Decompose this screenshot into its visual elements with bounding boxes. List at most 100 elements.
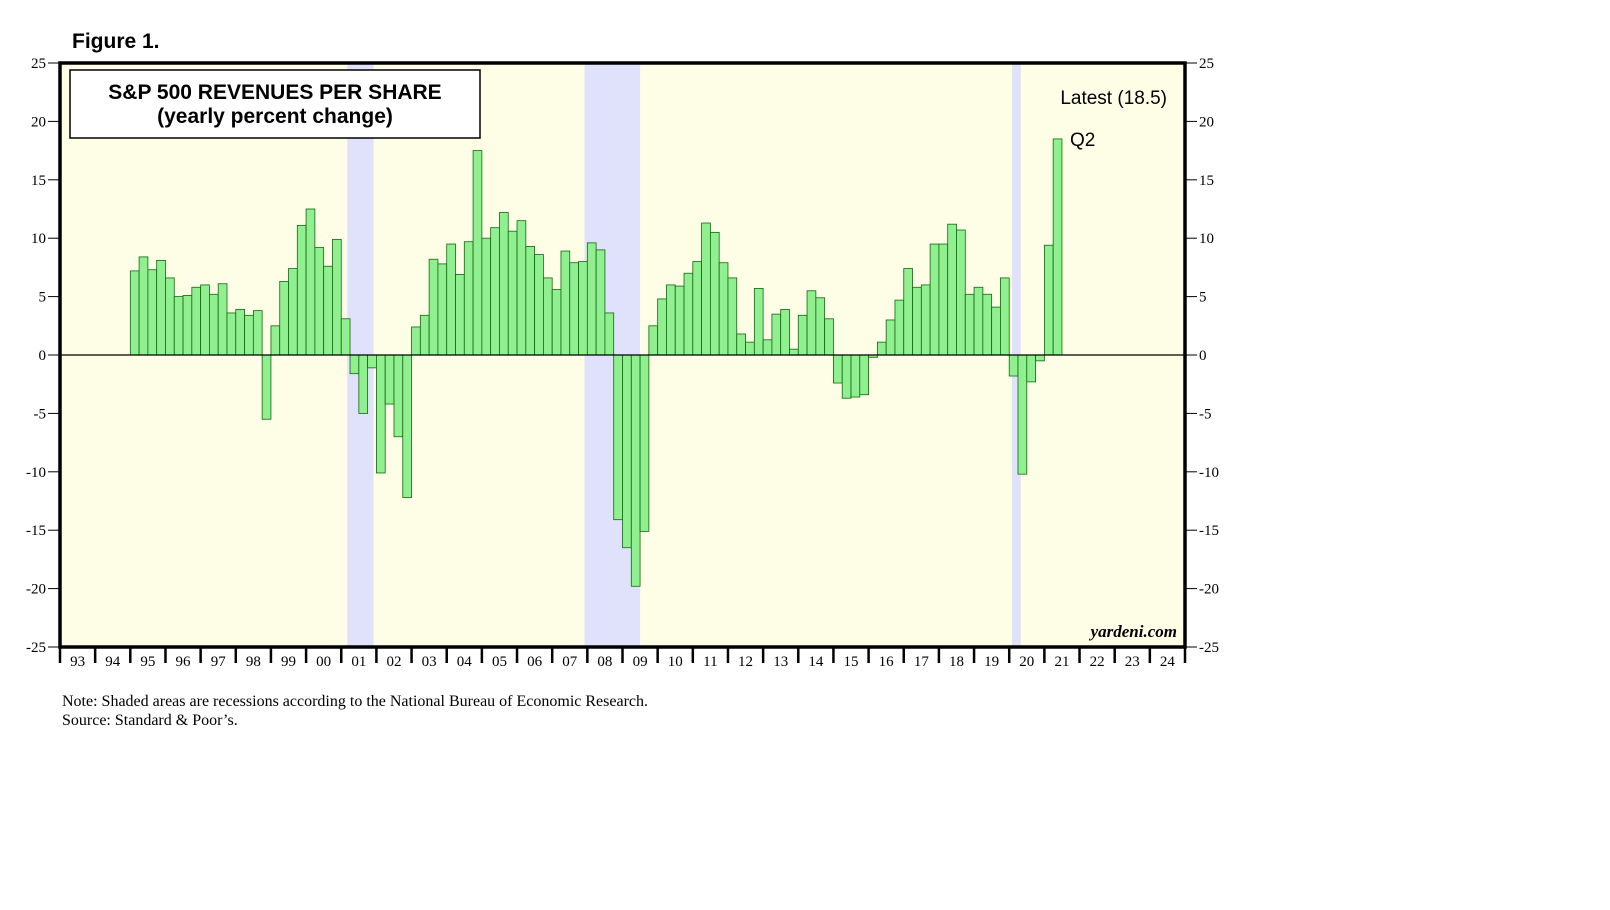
bar <box>376 354 386 474</box>
y-tick-label: 15 <box>31 173 46 189</box>
bar <box>956 229 966 356</box>
bar <box>560 250 571 356</box>
x-tick-label: 10 <box>668 654 683 670</box>
bar <box>718 262 729 356</box>
bar <box>525 245 536 356</box>
x-tick-label: 01 <box>351 654 366 670</box>
bar <box>622 354 632 549</box>
bar <box>516 220 527 356</box>
bar <box>1000 277 1010 356</box>
bar <box>323 265 333 356</box>
bar <box>815 297 826 356</box>
bar <box>833 354 843 384</box>
bar <box>850 354 861 398</box>
bar <box>542 277 553 356</box>
bar <box>244 314 254 356</box>
bar <box>578 261 588 356</box>
source-watermark: yardeni.com <box>1089 622 1177 641</box>
chart-title: S&P 500 REVENUES PER SHARE <box>108 81 441 104</box>
bar <box>1017 354 1028 475</box>
bar <box>666 284 676 356</box>
y-tick-label: -20 <box>1199 582 1219 598</box>
bar <box>173 296 184 356</box>
bar <box>569 262 579 356</box>
bar <box>797 314 808 356</box>
bar <box>437 263 448 356</box>
x-tick-label: 95 <box>140 654 155 670</box>
y-tick-label: 5 <box>1199 290 1207 306</box>
bar <box>701 222 711 356</box>
bar <box>463 241 474 356</box>
bar <box>639 354 650 532</box>
bar <box>613 354 623 521</box>
y-axis-right: 25 20 15 10 5 0 -5 -10 -15 -20 -25 <box>1185 56 1219 656</box>
x-tick-label: 24 <box>1160 654 1176 670</box>
bar <box>648 325 659 356</box>
bar <box>894 299 905 356</box>
x-tick-label: 21 <box>1054 654 1069 670</box>
x-tick-label: 19 <box>984 654 999 670</box>
x-tick-label: 00 <box>316 654 331 670</box>
bar <box>358 354 369 414</box>
bar <box>200 284 210 356</box>
x-tick-label: 94 <box>105 654 121 670</box>
bar <box>490 227 500 356</box>
bar <box>859 354 869 396</box>
bar <box>402 354 412 498</box>
x-tick-label: 07 <box>562 654 578 670</box>
bar <box>920 284 931 356</box>
bar <box>709 231 720 356</box>
x-tick-label: 09 <box>633 654 648 670</box>
bar <box>595 249 606 356</box>
x-tick-label: 93 <box>70 654 85 670</box>
x-tick-label: 05 <box>492 654 507 670</box>
bar <box>534 254 544 356</box>
bar <box>586 242 597 356</box>
bar <box>129 270 140 356</box>
y-tick-label: -5 <box>1199 406 1212 422</box>
bar <box>1008 354 1019 377</box>
bar <box>411 326 421 356</box>
bar <box>252 310 263 356</box>
bar <box>947 223 957 356</box>
y-tick-label: -25 <box>1199 640 1219 656</box>
bar <box>147 269 158 356</box>
bar <box>551 289 562 356</box>
bar <box>261 354 272 420</box>
bar <box>182 295 193 356</box>
bar <box>481 237 492 356</box>
bar <box>885 319 896 356</box>
bar <box>604 312 615 356</box>
bar <box>296 224 307 356</box>
x-tick-label: 06 <box>527 654 543 670</box>
bar <box>1043 244 1054 356</box>
bar <box>165 277 175 356</box>
y-tick-label: 20 <box>31 114 46 130</box>
chart-subtitle: (yearly percent change) <box>157 105 393 128</box>
bar <box>191 286 202 356</box>
bar <box>745 341 755 356</box>
latest-annotation: Latest (18.5) <box>1060 88 1167 109</box>
bar <box>314 247 325 356</box>
bar <box>876 341 887 356</box>
bar <box>340 318 351 356</box>
bar <box>305 208 316 356</box>
y-tick-label: 10 <box>31 231 46 247</box>
y-tick-label: 0 <box>39 348 47 364</box>
x-tick-label: 12 <box>738 654 753 670</box>
bar <box>789 348 799 356</box>
bar <box>964 293 975 356</box>
x-tick-label: 16 <box>879 654 895 670</box>
bar <box>367 354 377 369</box>
y-tick-label: -25 <box>26 640 46 656</box>
bar <box>235 309 245 356</box>
bar <box>973 286 984 356</box>
x-tick-label: 11 <box>703 654 717 670</box>
y-axis-left: 25 20 15 10 5 0 -5 -10 -15 -20 -25 <box>26 56 60 656</box>
bar <box>455 274 465 356</box>
y-tick-label: -10 <box>1199 465 1219 481</box>
x-tick-label: 20 <box>1019 654 1034 670</box>
recession-note: Note: Shaded areas are recessions accord… <box>62 693 648 710</box>
bar <box>138 256 149 356</box>
